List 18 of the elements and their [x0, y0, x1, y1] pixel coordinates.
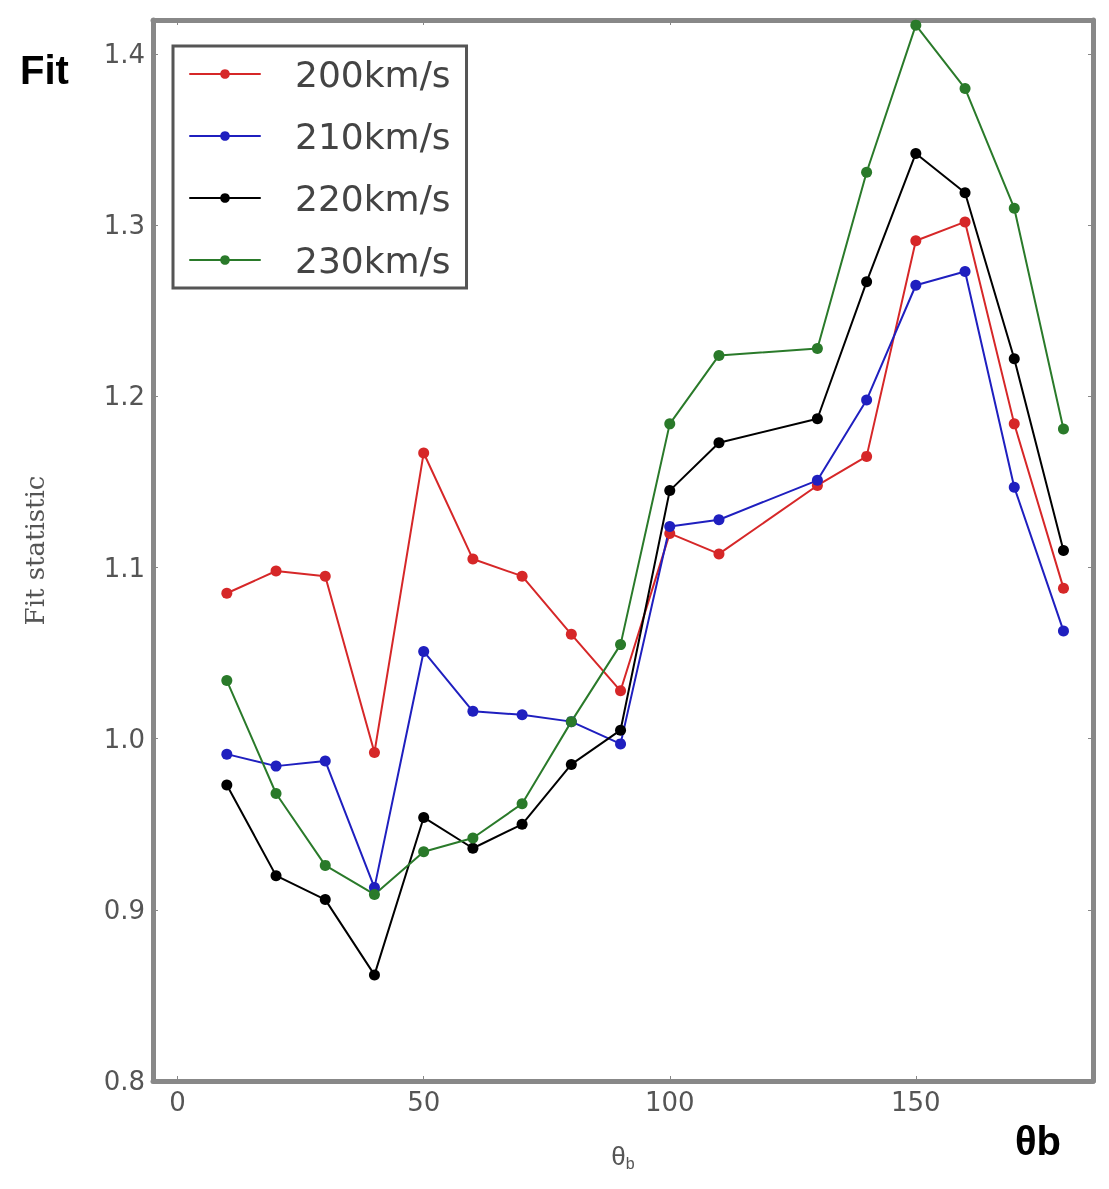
y-tick-label: 1.4	[103, 39, 145, 70]
x-tick-label: 100	[644, 1087, 695, 1117]
y-axis-title: Fit statistic	[20, 475, 50, 626]
y-tick-label: 1.0	[103, 723, 145, 754]
text: Fit	[20, 48, 69, 92]
y-tick-label: 0.8	[103, 1066, 145, 1096]
x-tick-label: 0	[169, 1087, 186, 1117]
y-tick-label: 1.2	[103, 381, 145, 412]
text: θb	[1014, 1119, 1062, 1163]
y-tick-label: 1.3	[103, 210, 145, 241]
x-tick-label: 50	[407, 1087, 441, 1117]
legend-label: 210km/s	[295, 115, 451, 157]
legend-label: 220km/s	[295, 177, 451, 219]
y-tick-label: 0.9	[103, 894, 145, 925]
legend-label: 200km/s	[295, 53, 451, 95]
x-tick-label: 150	[891, 1087, 941, 1117]
y-tick-label: 1.1	[103, 552, 145, 583]
legend-label: 230km/s	[295, 239, 451, 281]
